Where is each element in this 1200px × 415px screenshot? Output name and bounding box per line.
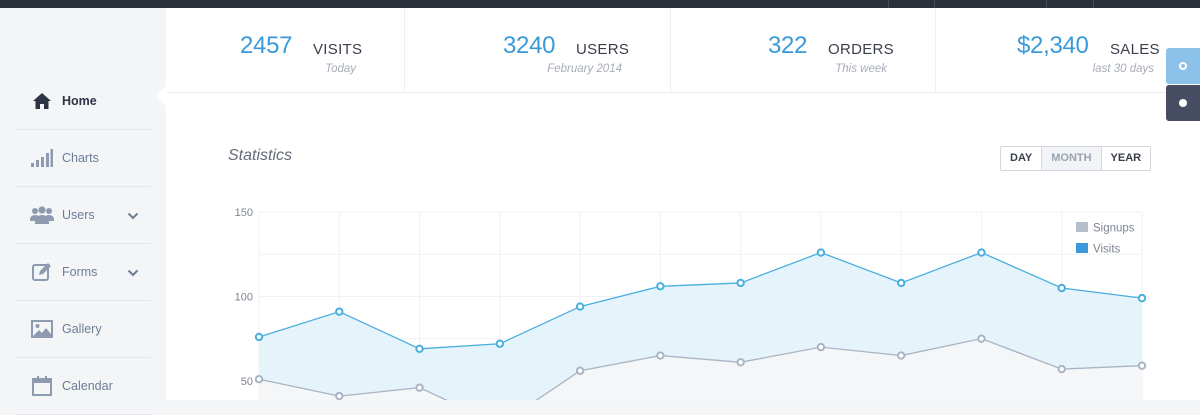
stat-sales: $2,340 SALES last 30 days xyxy=(936,8,1200,93)
users-icon xyxy=(30,203,54,227)
top-bar-divider xyxy=(934,0,935,8)
stats-summary-bar: 2457 VISITS Today 3240 USERS February 20… xyxy=(166,8,1200,93)
top-bar-divider xyxy=(888,0,889,8)
statistics-panel: Statistics DAY MONTH YEAR xyxy=(166,93,1200,400)
top-bar-divider xyxy=(1093,0,1094,8)
stat-subtitle: This week xyxy=(835,63,887,75)
circle-icon xyxy=(1179,99,1187,107)
side-tab-light[interactable] xyxy=(1166,48,1200,84)
sidebar-item-label: Charts xyxy=(62,151,99,165)
stat-subtitle: Today xyxy=(325,63,356,75)
stat-value: 2457 xyxy=(240,32,293,59)
sidebar-item-calendar[interactable]: Calendar xyxy=(16,358,151,415)
range-month-button[interactable]: MONTH xyxy=(1042,147,1102,170)
stat-orders: 322 ORDERS This week xyxy=(671,8,936,93)
sidebar-item-home[interactable]: Home xyxy=(16,73,151,130)
range-day-button[interactable]: DAY xyxy=(1001,147,1043,170)
top-bar-divider xyxy=(1046,0,1047,8)
sidebar-item-forms[interactable]: Forms xyxy=(16,244,151,301)
sidebar-item-users[interactable]: Users xyxy=(16,187,151,244)
stat-subtitle: last 30 days xyxy=(1092,63,1154,75)
stat-value: 322 xyxy=(768,32,808,59)
image-icon xyxy=(30,317,54,341)
calendar-icon xyxy=(30,374,54,398)
chevron-down-icon[interactable] xyxy=(127,209,139,221)
sidebar-item-label: Forms xyxy=(62,265,98,279)
side-tabs xyxy=(1166,48,1200,121)
stat-users: 3240 USERS February 2014 xyxy=(405,8,671,93)
edit-icon xyxy=(30,260,54,284)
top-bar xyxy=(0,0,1200,8)
active-item-notch xyxy=(156,86,166,106)
circle-outline-icon xyxy=(1179,62,1187,70)
range-year-button[interactable]: YEAR xyxy=(1110,152,1142,164)
sidebar-item-label: Gallery xyxy=(62,322,102,336)
stat-label: ORDERS xyxy=(828,41,894,58)
stat-label: USERS xyxy=(576,41,630,58)
stat-label: SALES xyxy=(1110,41,1160,58)
sidebar-item-label: Users xyxy=(62,208,95,222)
sidebar-item-charts[interactable]: Charts xyxy=(16,130,151,187)
home-icon xyxy=(30,89,54,113)
stat-label: VISITS xyxy=(313,41,363,58)
range-toggle: DAY MONTH YEAR xyxy=(1000,146,1152,171)
bar-chart-icon xyxy=(30,146,54,170)
stat-visits: 2457 VISITS Today xyxy=(166,8,405,93)
side-tab-dark[interactable] xyxy=(1166,85,1200,121)
stat-subtitle: February 2014 xyxy=(547,63,622,75)
stat-value: 3240 xyxy=(503,32,556,59)
chevron-down-icon[interactable] xyxy=(127,266,139,278)
stat-value: $2,340 xyxy=(1017,32,1089,59)
panel-title: Statistics xyxy=(228,147,293,164)
sidebar-item-label: Calendar xyxy=(62,379,113,393)
sidebar: Home Charts Users xyxy=(0,8,166,415)
sidebar-item-label: Home xyxy=(62,94,97,108)
sidebar-item-gallery[interactable]: Gallery xyxy=(16,301,151,358)
